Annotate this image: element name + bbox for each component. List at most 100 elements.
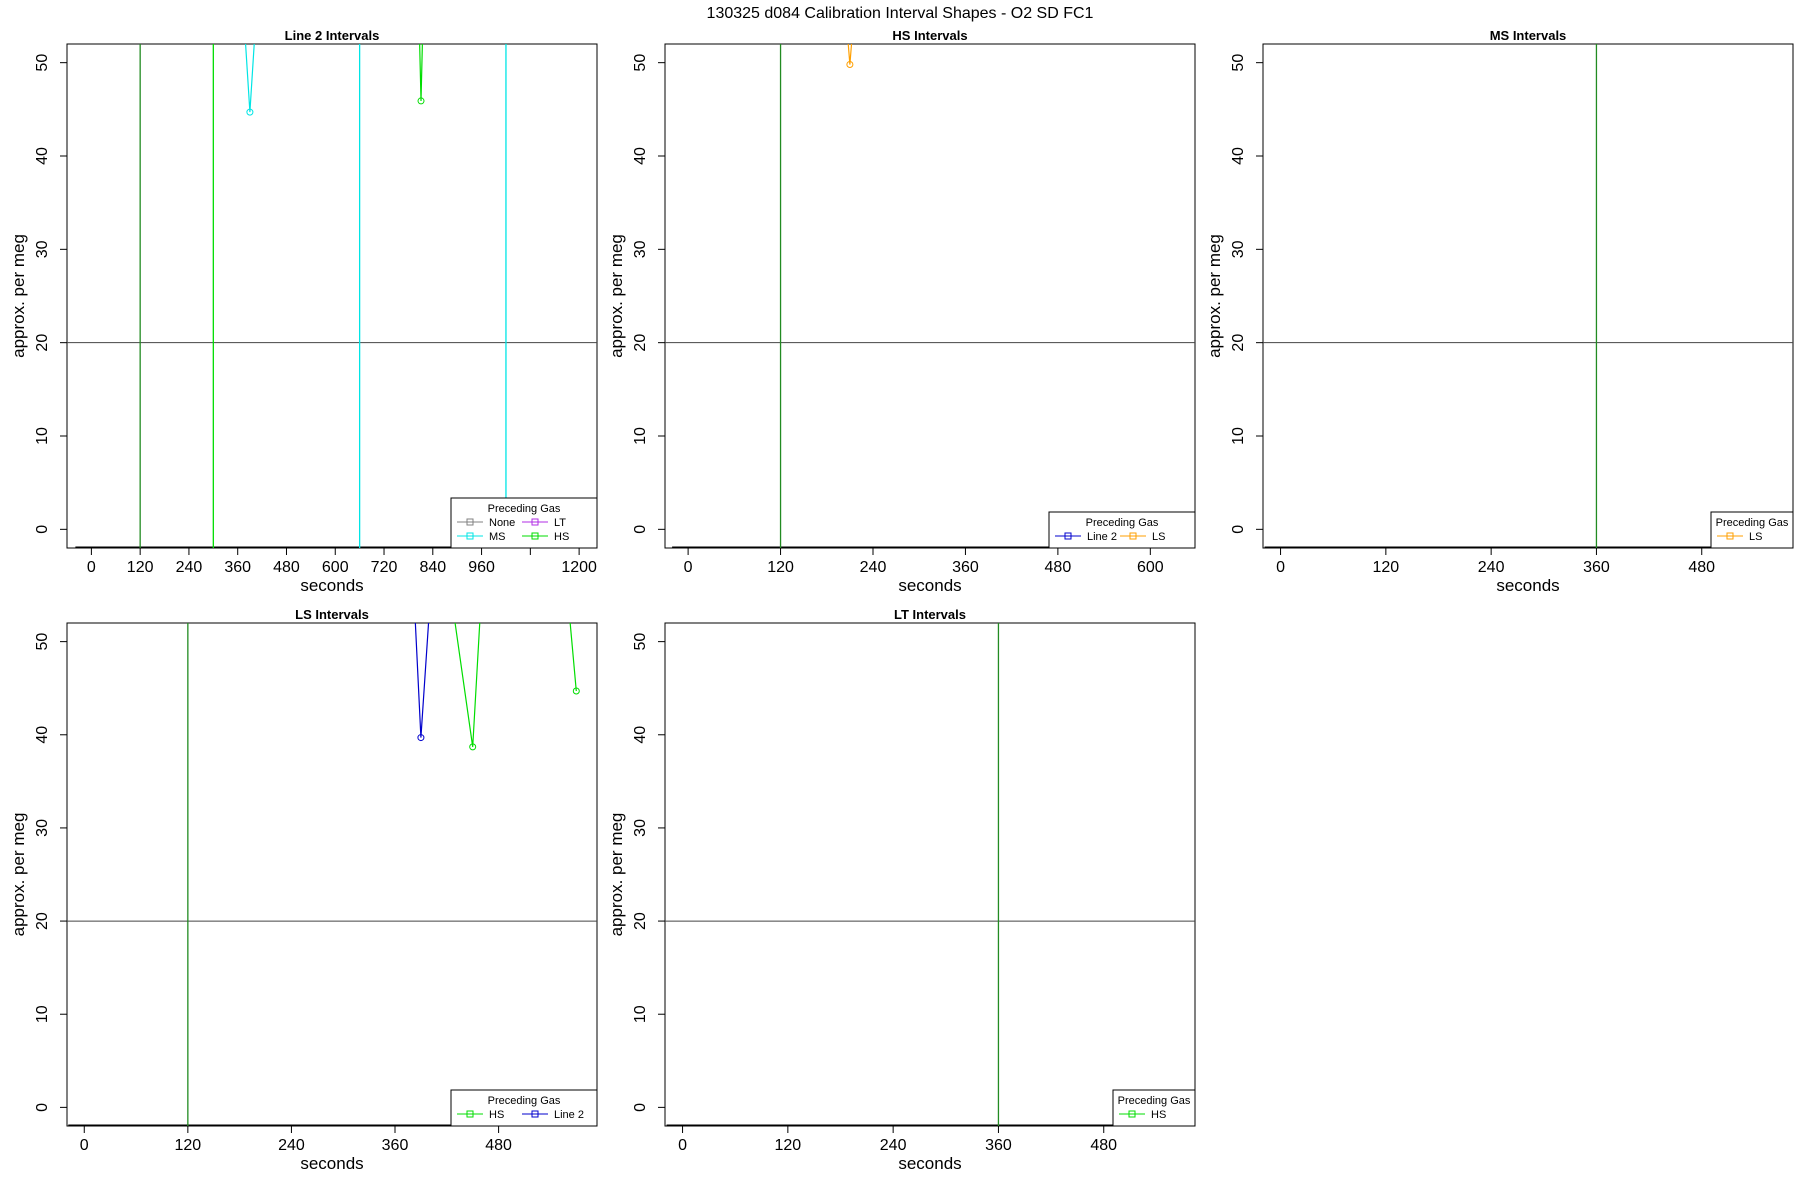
y-tick-label: 30 [34,240,51,258]
y-tick-label: 40 [34,147,51,165]
y-tick-label: 0 [632,525,649,534]
x-tick-label: 240 [176,559,203,576]
y-tick-label: 40 [632,726,649,744]
plot-data-layer [665,623,1195,1126]
y-tick-label: 30 [34,819,51,837]
legend-swatch-marker [1128,1110,1136,1118]
legend-box [450,497,598,549]
legend-label: LT [554,517,566,529]
series-line-1 [244,44,255,113]
y-tick-label: 10 [1230,427,1247,445]
x-tick-label: 480 [1688,559,1715,576]
legend-entry: LS [1717,531,1762,543]
y-tick-label: 20 [632,334,649,352]
plot-data-layer [665,44,1195,548]
x-tick-label: 240 [860,559,887,576]
x-tick-label: 0 [80,1137,89,1154]
legend-swatch-marker [531,532,539,540]
legend-swatch-marker [1726,532,1734,540]
y-axis: 0 10 20 30 40 50 approx. per meg [607,54,665,534]
y-axis-label: approx. per meg [9,813,28,937]
x-tick-label: 0 [87,559,96,576]
y-tick-label: 0 [34,1103,51,1112]
data-point [246,108,254,116]
panel-title: HS Intervals [892,28,967,43]
legend: Preceding Gas None LT MS HS [450,497,598,549]
x-tick-label: 1200 [561,559,597,576]
x-tick-label: 360 [224,559,251,576]
series-line-1 [847,44,853,65]
x-axis: 0 120 240 360 480 600 seconds [684,548,1164,595]
x-tick-label: 0 [678,1137,687,1154]
data-point [572,687,580,695]
plot-frame [1262,43,1794,549]
legend-title: Preceding Gas [1716,517,1789,529]
x-tick-label: 600 [1137,559,1164,576]
legend-swatch-marker [531,1110,539,1118]
chart-panel-2: HS Intervals 0 120 240 360 480 600 seconds 0 10 20… [607,28,1196,595]
y-tick-label: 50 [1230,54,1247,72]
legend-box [1048,511,1196,549]
legend-title: Preceding Gas [1086,517,1159,529]
y-tick-label: 50 [34,633,51,651]
figure-title: 130325 d084 Calibration Interval Shapes … [707,5,1094,22]
legend-box [450,1089,598,1127]
x-axis: 0 120 240 360 480 seconds [80,1126,512,1173]
chart-panel-5: LT Intervals 0 120 240 360 480 seconds 0 10 20 30 4… [607,607,1196,1173]
legend-entry: Line 2 [1055,531,1117,543]
x-tick-label: 240 [1478,559,1505,576]
x-tick-label: 120 [767,559,794,576]
legend-swatch-marker [531,518,539,526]
legend-entry: HS [522,531,569,543]
legend-entry: HS [1119,1109,1166,1121]
y-tick-label: 0 [34,525,51,534]
x-tick-label: 0 [684,559,693,576]
y-axis-label: approx. per meg [607,813,626,937]
y-tick-label: 50 [632,54,649,72]
legend: Preceding Gas LS [1710,511,1794,549]
x-tick-label: 480 [273,559,300,576]
y-axis: 0 10 20 30 40 50 approx. per meg [9,633,67,1112]
legend-label: None [489,517,515,529]
legend-label: Line 2 [1087,531,1117,543]
y-tick-label: 30 [1230,240,1247,258]
legend-title: Preceding Gas [488,1095,561,1107]
legend-entry: LT [522,517,566,529]
x-tick-label: 0 [1276,559,1285,576]
chart-panel-1: Line 2 Intervals 0 120 240 360 480 600 720 840 96… [9,28,598,595]
y-axis-label: approx. per meg [9,234,28,358]
x-tick-label: 720 [371,559,398,576]
x-tick-label: 960 [468,559,495,576]
y-tick-label: 50 [632,633,649,651]
y-tick-label: 40 [632,147,649,165]
x-tick-label: 360 [985,1137,1012,1154]
x-axis-label: seconds [898,1154,961,1173]
legend-entry: LS [1120,531,1165,543]
panel-title: LT Intervals [894,607,966,622]
legend-title: Preceding Gas [488,503,561,515]
y-axis: 0 10 20 30 40 50 approx. per meg [1205,54,1263,534]
data-point [469,743,477,751]
legend-title: Preceding Gas [1118,1095,1191,1107]
y-axis: 0 10 20 30 40 50 approx. per meg [607,633,665,1112]
x-axis: 0 120 240 360 480 seconds [678,1126,1117,1173]
legend-box [1112,1089,1196,1127]
series-line-3 [569,623,577,692]
y-tick-label: 20 [632,912,649,930]
x-tick-label: 360 [952,559,979,576]
y-tick-label: 0 [1230,525,1247,534]
legend-label: LS [1152,531,1165,543]
legend-swatch-marker [466,1110,474,1118]
x-axis: 0 120 240 360 480 seconds [1276,548,1715,595]
y-tick-label: 20 [1230,334,1247,352]
plot-frame [66,43,598,549]
y-tick-label: 10 [632,1005,649,1023]
data-point [846,61,854,69]
legend-swatch-marker [1064,532,1072,540]
x-tick-label: 120 [127,559,154,576]
legend-swatch-marker [466,532,474,540]
x-tick-label: 120 [174,1137,201,1154]
legend-entry: MS [457,531,506,543]
chart-panel-4: LS Intervals 0 120 240 360 480 seconds 0 10 20 30 4… [9,607,598,1173]
